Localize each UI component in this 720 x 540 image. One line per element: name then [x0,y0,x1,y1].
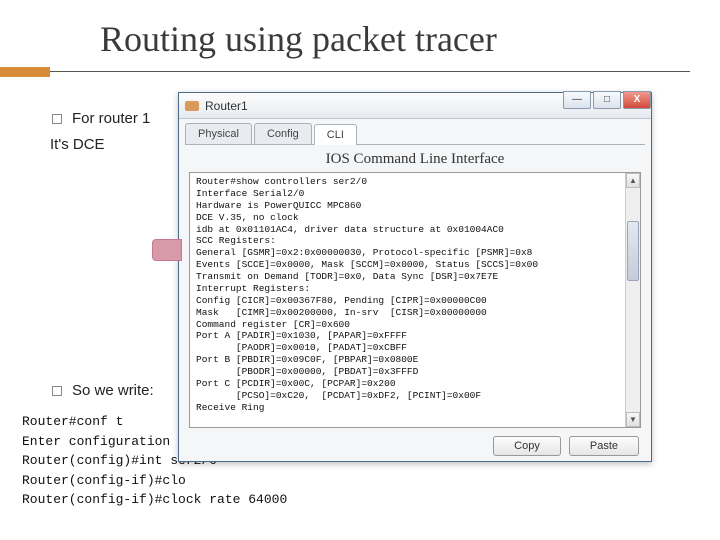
bullet-so-we-write: So we write: [52,382,154,399]
scroll-down-icon[interactable]: ▼ [626,412,640,427]
bullet-marker-icon [52,114,62,124]
paste-button[interactable]: Paste [569,436,639,456]
window-title: Router1 [205,99,248,113]
title-divider [50,71,690,72]
close-button[interactable]: X [623,91,651,109]
cli-button-row: Copy Paste [179,428,651,456]
maximize-button[interactable]: □ [593,91,621,109]
bullet-text: For router 1 [72,110,150,127]
cli-textarea[interactable]: Router#show controllers ser2/0 Interface… [189,172,641,428]
subtext-dce: It's DCE [50,136,105,153]
cli-scrollbar[interactable]: ▲ ▼ [625,173,640,427]
router-window: Router1 — □ X Physical Config CLI IOS Co… [178,92,652,462]
tab-cli[interactable]: CLI [314,124,357,145]
window-tabs: Physical Config CLI [179,119,651,144]
page-title: Routing using packet tracer [100,18,497,60]
cli-heading: IOS Command Line Interface [179,145,651,172]
tab-config[interactable]: Config [254,123,312,144]
terminal-line: Router(config-if)#clo [22,471,490,491]
window-controls: — □ X [563,91,651,109]
window-titlebar[interactable]: Router1 — □ X [179,93,651,119]
scroll-up-icon[interactable]: ▲ [626,173,640,188]
scroll-thumb[interactable] [627,221,639,281]
bullet-text: So we write: [72,382,154,399]
router-icon [185,101,199,111]
bullet-router1: For router 1 [52,110,150,127]
title-accent-bar [0,67,50,77]
terminal-line: Router(config-if)#clock rate 64000 [22,490,490,510]
bullet-marker-icon [52,386,62,396]
callout-bubble [152,239,182,261]
cli-content: Router#show controllers ser2/0 Interface… [190,173,640,417]
minimize-button[interactable]: — [563,91,591,109]
copy-button[interactable]: Copy [493,436,561,456]
tab-physical[interactable]: Physical [185,123,252,144]
